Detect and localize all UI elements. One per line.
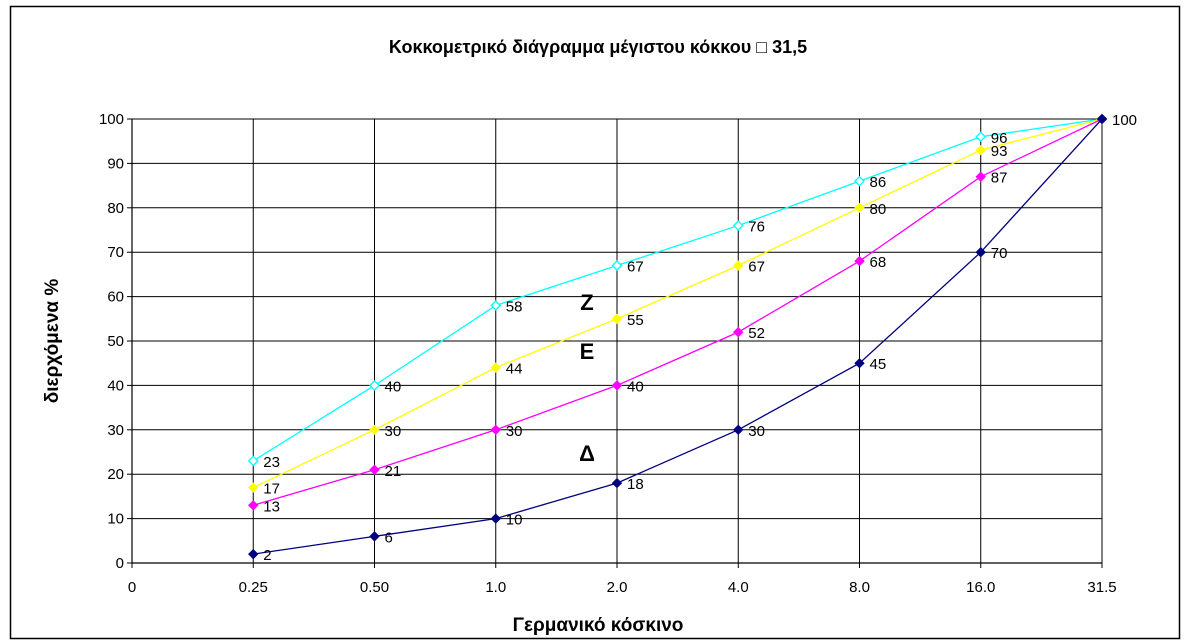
y-tick-label: 80	[107, 200, 124, 217]
data-point	[975, 246, 986, 258]
data-point	[975, 171, 986, 182]
y-tick-label: 70	[107, 244, 124, 261]
data-label: 52	[748, 325, 765, 342]
data-point	[733, 424, 744, 436]
y-tick-label: 10	[107, 511, 124, 528]
label-layer: 2340586776869617304455678093132130405268…	[263, 112, 1137, 564]
x-tick-label: 0	[128, 579, 136, 596]
data-label: 2	[263, 547, 271, 564]
series-line	[252, 118, 1103, 462]
data-point	[611, 260, 623, 271]
data-point	[369, 531, 380, 542]
data-point	[369, 424, 380, 436]
series-line	[252, 118, 1103, 489]
data-point	[611, 477, 623, 489]
chart-title: Κοκκομετρικό διάγραμμα μέγιστου κόκκου □…	[389, 37, 807, 57]
x-tick-label: 31.5	[1087, 579, 1116, 596]
data-point	[369, 379, 380, 391]
data-point	[854, 357, 865, 369]
series-line	[253, 118, 1103, 555]
curve-annotation: Δ	[579, 441, 595, 466]
y-tick-label: 40	[107, 377, 124, 394]
data-label: 30	[506, 423, 523, 440]
data-label: 40	[627, 378, 644, 395]
data-point	[611, 380, 623, 391]
data-label: 93	[991, 143, 1008, 160]
data-label: 21	[385, 463, 402, 480]
data-point	[490, 362, 501, 373]
data-label: 40	[385, 378, 402, 395]
data-label: 86	[870, 174, 887, 191]
data-label: 17	[263, 481, 280, 498]
data-point	[248, 548, 259, 560]
data-label: 96	[991, 130, 1008, 147]
y-tick-label: 30	[107, 422, 124, 439]
data-point	[854, 255, 865, 267]
data-label: 23	[263, 454, 280, 471]
y-tick-label: 50	[107, 333, 124, 350]
data-point	[733, 260, 744, 271]
y-tick-label: 90	[107, 155, 124, 172]
data-label: 30	[748, 423, 765, 440]
data-point	[733, 326, 744, 338]
data-label: 18	[627, 476, 644, 493]
y-tick-label: 60	[107, 289, 124, 306]
data-point	[1096, 113, 1108, 125]
data-label: 55	[627, 312, 644, 329]
data-point	[854, 175, 865, 187]
outer-border	[9, 5, 1181, 640]
data-point	[248, 482, 259, 493]
data-point	[611, 313, 623, 325]
data-label: 68	[870, 254, 887, 271]
data-label: 45	[870, 356, 887, 373]
data-label: 6	[385, 529, 393, 546]
x-tick-label: 0.25	[239, 579, 268, 596]
data-point	[490, 513, 501, 524]
x-tick-label: 16.0	[966, 579, 995, 596]
data-label: 67	[748, 259, 765, 276]
x-tick-label: 2.0	[607, 579, 628, 596]
curve-annotation: Ζ	[580, 290, 593, 315]
y-tick-label: 100	[99, 111, 124, 128]
data-label: 67	[627, 259, 644, 276]
data-point	[732, 220, 744, 231]
y-tick-label: 20	[107, 466, 124, 483]
curve-annotation: Ε	[580, 339, 595, 364]
x-tick-label: 1.0	[485, 579, 506, 596]
data-label: 30	[385, 423, 402, 440]
data-label: 70	[991, 245, 1008, 262]
data-label: 76	[748, 219, 765, 236]
axis-layer: 0 10 20 30 40 50 60 70 80 90 100 0 0.25 0.50 1.0 2.0 4.0…	[99, 111, 1117, 596]
y-tick-label: 0	[116, 555, 124, 572]
data-label: 10	[506, 512, 523, 529]
x-tick-label: 4.0	[728, 579, 749, 596]
data-point	[975, 144, 986, 156]
series-layer	[247, 113, 1108, 560]
y-axis-title: διερχόμενα %	[42, 279, 63, 404]
data-label: 44	[506, 361, 523, 378]
data-point	[248, 500, 259, 511]
data-point	[490, 300, 502, 311]
data-point	[975, 131, 987, 143]
data-label: 87	[991, 170, 1008, 187]
data-point	[369, 464, 380, 475]
data-point	[490, 424, 501, 436]
x-axis-title: Γερμανικό κόσκινο	[513, 615, 684, 636]
x-tick-label: 0.50	[360, 579, 389, 596]
data-label: 100	[1112, 112, 1137, 129]
data-label: 58	[506, 298, 523, 315]
data-label: 13	[263, 498, 280, 515]
x-tick-label: 8.0	[849, 579, 870, 596]
series-line	[253, 118, 1103, 506]
data-point	[247, 455, 259, 467]
data-point	[854, 202, 865, 214]
data-label: 80	[870, 201, 887, 218]
